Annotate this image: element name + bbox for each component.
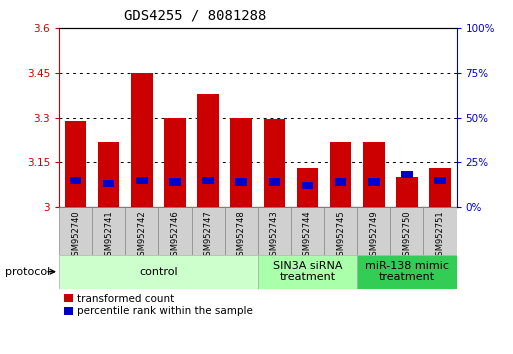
Bar: [202, 177, 214, 184]
Bar: [390, 207, 423, 255]
Bar: [401, 171, 412, 178]
Text: GSM952740: GSM952740: [71, 210, 80, 261]
Text: GSM952744: GSM952744: [303, 210, 312, 261]
Text: GSM952743: GSM952743: [270, 210, 279, 261]
Bar: [125, 207, 159, 255]
Bar: [368, 178, 380, 185]
Text: GSM952745: GSM952745: [336, 210, 345, 261]
Bar: [357, 207, 390, 255]
Bar: [423, 207, 457, 255]
Text: GSM952741: GSM952741: [104, 210, 113, 261]
Bar: [65, 121, 86, 207]
Text: GSM952742: GSM952742: [137, 210, 146, 261]
Bar: [434, 177, 446, 184]
Text: GSM952746: GSM952746: [170, 210, 180, 261]
Text: GDS4255 / 8081288: GDS4255 / 8081288: [124, 9, 266, 23]
Text: GSM952750: GSM952750: [402, 210, 411, 261]
Bar: [363, 142, 385, 207]
Bar: [70, 177, 82, 184]
Text: control: control: [139, 267, 177, 277]
Text: protocol: protocol: [5, 267, 50, 277]
Bar: [159, 207, 191, 255]
Text: miR-138 mimic
treatment: miR-138 mimic treatment: [365, 261, 449, 282]
Bar: [191, 207, 225, 255]
Bar: [357, 255, 457, 289]
Bar: [92, 207, 125, 255]
Bar: [258, 207, 291, 255]
Bar: [169, 178, 181, 185]
Bar: [103, 180, 114, 187]
Bar: [59, 255, 258, 289]
Text: GSM952747: GSM952747: [204, 210, 212, 261]
Bar: [291, 207, 324, 255]
Bar: [198, 94, 219, 207]
Bar: [324, 207, 357, 255]
Bar: [164, 118, 186, 207]
Bar: [302, 182, 313, 189]
Bar: [335, 178, 346, 185]
Legend: transformed count, percentile rank within the sample: transformed count, percentile rank withi…: [64, 294, 252, 316]
Bar: [264, 119, 285, 207]
Bar: [258, 255, 357, 289]
Bar: [59, 207, 92, 255]
Bar: [230, 118, 252, 207]
Bar: [429, 169, 451, 207]
Text: GSM952748: GSM952748: [236, 210, 246, 261]
Bar: [136, 177, 148, 184]
Bar: [235, 178, 247, 185]
Text: GSM952749: GSM952749: [369, 210, 378, 261]
Bar: [396, 177, 418, 207]
Text: GSM952751: GSM952751: [436, 210, 444, 261]
Bar: [131, 73, 152, 207]
Bar: [330, 142, 351, 207]
Bar: [98, 142, 120, 207]
Bar: [297, 169, 318, 207]
Bar: [268, 178, 280, 185]
Text: SIN3A siRNA
treatment: SIN3A siRNA treatment: [273, 261, 342, 282]
Bar: [225, 207, 258, 255]
